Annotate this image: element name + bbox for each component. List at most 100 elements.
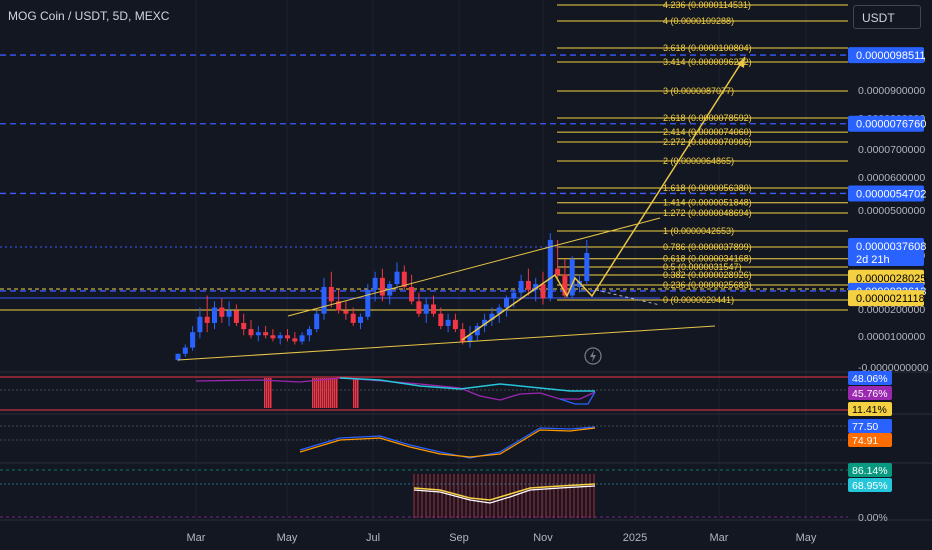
osc1-histogram-bar <box>266 378 268 408</box>
oscillator-value-label: 48.06% <box>852 373 888 385</box>
oscillator-value-tag <box>848 433 892 447</box>
candle-body <box>299 335 305 342</box>
oscillator-value-tag <box>848 478 892 492</box>
candle-body <box>555 268 561 275</box>
osc1-line-blue <box>559 391 596 405</box>
candle-body <box>241 322 247 330</box>
oscillator-value-label: 45.76% <box>852 388 888 400</box>
candle-body <box>233 310 239 323</box>
candle-body <box>292 338 298 342</box>
candle-body <box>358 316 363 323</box>
candle-body <box>496 307 502 314</box>
currency-button[interactable]: USDT <box>853 5 921 29</box>
candle-body <box>372 277 378 290</box>
osc1-histogram-bar <box>264 378 266 408</box>
fib-level-label: 0.382 (0.0000028926) <box>663 270 752 280</box>
candle-body <box>525 280 531 290</box>
y-tick-label: 0.0000100000 <box>858 331 925 343</box>
osc1-histogram-bar <box>334 378 336 408</box>
trendline-upper <box>287 217 661 317</box>
candle-body <box>365 289 371 317</box>
osc1-histogram-bar <box>316 378 318 408</box>
fib-level-label: 1.414 (0.0000051848) <box>663 198 752 208</box>
candle-body <box>540 284 546 299</box>
candle-body <box>489 313 495 320</box>
countdown-label: 2d 21h <box>856 254 890 266</box>
candle-body <box>518 280 524 293</box>
y-tick-label: 0.0000900000 <box>858 85 925 97</box>
fib-level-label: 4 (0.0000109288) <box>663 16 734 26</box>
oscillator-value-label: 77.50 <box>852 421 878 433</box>
price-label-tag <box>848 290 924 307</box>
x-tick-label: May <box>796 532 817 544</box>
osc1-histogram-bar <box>330 378 332 408</box>
candle-body <box>277 335 283 339</box>
osc1-histogram-bar <box>328 378 330 408</box>
candle-body <box>350 313 356 323</box>
fib-level-label: 3.618 (0.0000100804) <box>663 43 752 53</box>
candle-body <box>482 319 488 327</box>
fib-level-label: 0 (0.0000020441) <box>663 295 734 305</box>
osc1-histogram-bar <box>322 378 324 408</box>
projection-arrowhead <box>737 57 745 68</box>
candle-body <box>409 286 415 302</box>
oscillator-value-tag <box>848 371 892 385</box>
candle-body <box>379 277 385 296</box>
candle-body <box>248 329 254 336</box>
fib-level-label: 0.786 (0.0000037899) <box>663 242 752 252</box>
price-label-tag <box>848 115 924 132</box>
fib-level-label: 2.414 (0.0000074060) <box>663 127 752 137</box>
osc1-histogram-bar <box>320 378 322 408</box>
candle-body <box>460 329 466 342</box>
candle-body <box>175 353 181 360</box>
chart-title: MOG Coin / USDT, 5D, MEXC <box>8 9 170 23</box>
y-tick-label: 0.0000600000 <box>858 172 925 184</box>
oscillator-value-tag <box>848 386 892 400</box>
candle-body <box>584 252 590 281</box>
candle-body <box>431 304 436 314</box>
candle-body <box>511 292 517 299</box>
fib-level-label: 4.236 (0.0000114531) <box>663 0 751 10</box>
fib-level-label: 1.272 (0.0000048694) <box>663 208 752 218</box>
trendline-lower <box>177 325 716 361</box>
candle-body <box>270 335 276 339</box>
x-tick-label: Jul <box>366 532 380 544</box>
price-label: 0.0000076760 <box>856 119 926 131</box>
candle-body <box>306 329 312 336</box>
candle-body <box>423 304 429 314</box>
x-tick-label: Sep <box>449 532 469 544</box>
price-label: 0.0000021118 <box>856 293 925 305</box>
projection-dashed <box>595 289 661 306</box>
oscillator-value-tag <box>848 463 892 477</box>
candle-body <box>328 286 334 302</box>
fib-level-label: 2 (0.0000064865) <box>663 156 734 166</box>
osc1-histogram-bar <box>314 378 316 408</box>
osc1-histogram-bar <box>332 378 334 408</box>
osc1-histogram-bar <box>326 378 328 408</box>
oscillator-value-label: 68.95% <box>852 480 888 492</box>
fib-level-label: 1 (0.0000042653) <box>663 226 734 236</box>
candle-body <box>226 310 232 317</box>
osc3-y-tick: 0.00% <box>858 512 888 524</box>
candle-body <box>394 271 400 285</box>
osc2-line-blue <box>299 426 596 459</box>
candle-body <box>562 274 568 296</box>
candle-body <box>204 316 210 323</box>
fib-level-label: 0.5 (0.0000031547) <box>663 262 742 272</box>
fib-level-label: 2.272 (0.0000070906) <box>663 137 752 147</box>
current-price-tag <box>848 238 924 266</box>
osc1-histogram-bar <box>312 378 314 408</box>
candle-body <box>387 284 393 296</box>
osc1-histogram-bar <box>357 378 359 408</box>
osc1-histogram-bar <box>318 378 320 408</box>
candle-body <box>577 280 582 287</box>
candle-body <box>336 301 342 311</box>
osc1-histogram-bar <box>324 378 326 408</box>
candle-body <box>197 316 203 333</box>
candle-body <box>467 335 473 342</box>
candle-body <box>255 332 261 336</box>
y-tick-label: 0.0000500000 <box>858 205 925 217</box>
candle-body <box>190 332 196 348</box>
candle-body <box>182 347 188 354</box>
